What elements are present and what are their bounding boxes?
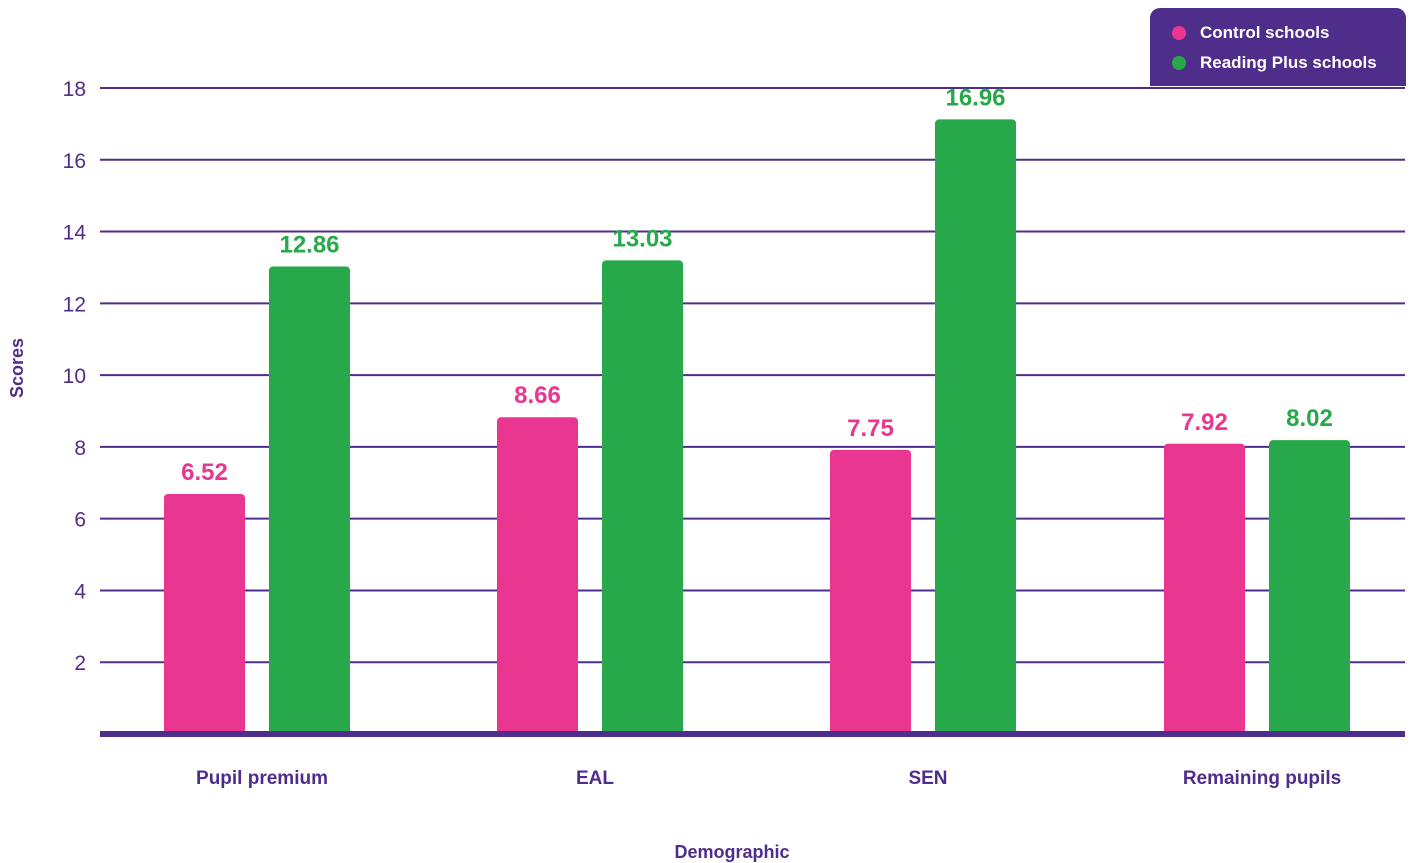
y-tick-label: 16 [63,150,86,173]
y-tick-label: 14 [63,222,87,245]
data-label-control: 7.75 [847,415,894,442]
y-tick-label: 6 [74,509,86,532]
y-tick-label: 8 [74,437,86,460]
y-tick-label: 12 [63,293,86,316]
data-label-reading-plus: 8.02 [1286,405,1333,432]
data-label-control: 7.92 [1181,409,1228,436]
y-tick-label: 4 [74,580,86,603]
category-label: EAL [576,768,614,789]
x-axis-title: Demographic [674,842,789,862]
data-labels: 6.52 12.86 8.66 13.03 7.75 16.96 7.92 8.02 [181,84,1333,486]
bar-reading-plus [1269,440,1350,734]
legend-label-reading-plus: Reading Plus schools [1200,53,1377,72]
data-label-reading-plus: 12.86 [279,231,339,258]
y-tick-label: 18 [63,78,86,101]
category-label: SEN [908,768,947,789]
legend-item-control: Control schools [1172,18,1406,48]
data-label-control: 6.52 [181,459,228,486]
legend-item-reading-plus: Reading Plus schools [1172,48,1406,78]
bar-control [1164,443,1245,734]
y-tick-labels: 2 4 6 8 10 12 14 16 18 [63,78,87,675]
y-tick-label: 2 [74,652,86,675]
y-axis-title: Scores [7,338,27,398]
bar-control [830,449,911,734]
legend: Control schools Reading Plus schools [1150,8,1406,86]
category-labels: Pupil premium EAL SEN Remaining pupils [196,768,1341,789]
bar-reading-plus [935,119,1016,734]
bar-control [497,417,578,734]
data-label-control: 8.66 [514,382,561,409]
legend-swatch-control [1172,26,1186,40]
data-label-reading-plus: 13.03 [612,225,672,252]
bar-control [164,494,245,734]
bars [164,119,1350,734]
legend-swatch-reading-plus [1172,56,1186,70]
legend-label-control: Control schools [1200,23,1330,42]
data-label-reading-plus: 16.96 [945,84,1005,111]
y-tick-label: 10 [63,365,86,388]
category-label: Pupil premium [196,768,328,789]
category-label: Remaining pupils [1183,768,1341,789]
bar-reading-plus [269,266,350,734]
bar-reading-plus [602,260,683,734]
